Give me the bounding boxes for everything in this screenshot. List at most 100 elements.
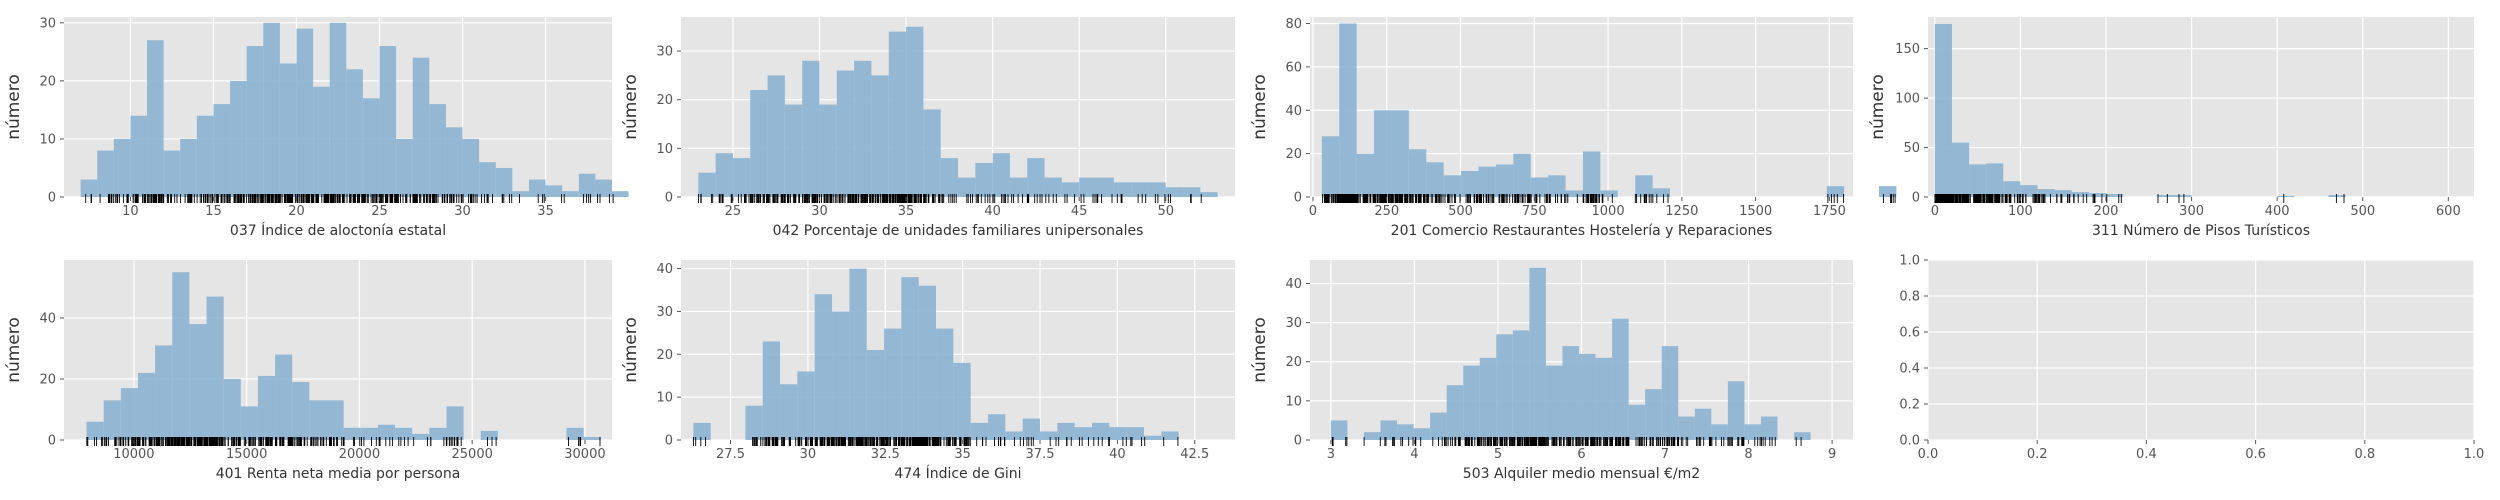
histogram-bar bbox=[2328, 195, 2346, 197]
histogram-bar bbox=[1645, 389, 1662, 440]
histogram-bar bbox=[578, 173, 596, 197]
histogram-bar bbox=[223, 378, 241, 440]
histogram-bar bbox=[230, 80, 247, 197]
histogram-bar bbox=[163, 150, 181, 197]
histogram-bar bbox=[1079, 177, 1097, 197]
y-axis-label: número bbox=[621, 74, 641, 140]
y-tick-label: 150 bbox=[1895, 42, 1920, 57]
rug-path bbox=[1331, 437, 1802, 446]
histogram-bar bbox=[2020, 185, 2038, 197]
histogram-bar bbox=[196, 115, 214, 197]
y-tick-label: 30 bbox=[656, 305, 673, 320]
y-tick-label: 20 bbox=[656, 93, 673, 108]
x-tick-label: 7 bbox=[1661, 447, 1669, 462]
x-tick-label: 200 bbox=[2094, 204, 2119, 219]
x-tick-label: 400 bbox=[2265, 204, 2290, 219]
y-tick-label: 0 bbox=[665, 434, 673, 449]
histogram-bar bbox=[1951, 142, 1970, 197]
x-axis-label: 311 Número de Pisos Turísticos bbox=[2092, 223, 2310, 239]
histogram-bar bbox=[1529, 267, 1546, 440]
histogram-bar bbox=[1495, 164, 1514, 197]
histogram-bar bbox=[2106, 194, 2124, 197]
x-tick-label: 8 bbox=[1744, 447, 1752, 462]
histogram-bar bbox=[137, 372, 156, 440]
y-tick-label: 0 bbox=[48, 191, 56, 206]
histogram-bar bbox=[1652, 188, 1671, 197]
histogram-bar bbox=[1628, 404, 1646, 440]
x-tick-label: 27.5 bbox=[716, 447, 745, 462]
y-axis-label: número bbox=[1250, 74, 1270, 140]
x-axis-label: 474 Índice de Gini bbox=[894, 465, 1021, 482]
histogram-bar bbox=[1578, 353, 1596, 440]
histogram-bar bbox=[1413, 428, 1431, 440]
x-tick-label: 37.5 bbox=[1026, 447, 1055, 462]
histogram-bar bbox=[975, 162, 993, 197]
histogram-bar bbox=[797, 371, 815, 440]
histogram-bar bbox=[866, 350, 885, 440]
x-tick-label: 42.5 bbox=[1180, 447, 1209, 462]
histogram-bar bbox=[412, 57, 430, 198]
histogram-bar bbox=[836, 70, 855, 197]
x-tick-label: 0.4 bbox=[2136, 447, 2157, 462]
histogram-bar bbox=[936, 328, 954, 440]
x-tick-label: 1250 bbox=[1665, 204, 1698, 219]
histogram-bar bbox=[172, 272, 190, 440]
y-tick-label: 0.8 bbox=[1899, 290, 1920, 305]
histogram-bar bbox=[1545, 365, 1563, 440]
histogram-bar bbox=[2037, 189, 2055, 197]
y-tick-label: 0 bbox=[1294, 191, 1302, 206]
histogram-bar bbox=[1530, 177, 1549, 197]
histogram-bar bbox=[263, 22, 280, 197]
histogram-bar bbox=[693, 422, 711, 440]
x-tick-label: 3 bbox=[1327, 447, 1335, 462]
histogram-bar bbox=[360, 427, 378, 440]
subplot-4: 0 100 200 300 400 500 600 0 50 100 150 311 Número d… bbox=[1868, 17, 2474, 239]
histogram-bar bbox=[750, 89, 768, 197]
histogram-bar bbox=[130, 115, 148, 197]
histogram-bar bbox=[1113, 182, 1132, 197]
x-tick-label: 10 bbox=[122, 204, 139, 219]
subplot-7: 3 4 5 6 7 8 9 0 10 20 30 40 503 Alquiler medio mensu… bbox=[1250, 260, 1853, 482]
x-tick-label: 50 bbox=[1157, 204, 1174, 219]
histogram-bar bbox=[279, 63, 297, 197]
histogram-bar bbox=[698, 172, 716, 197]
y-tick-label: 0 bbox=[1912, 191, 1920, 206]
y-axis-label: número bbox=[4, 74, 24, 140]
histogram-bar bbox=[732, 158, 751, 197]
histogram-bar bbox=[445, 127, 463, 197]
y-tick-label: 20 bbox=[1285, 355, 1302, 370]
histogram-bar bbox=[1022, 418, 1041, 440]
histogram-bar bbox=[1061, 182, 1080, 197]
x-tick-label: 30 bbox=[811, 204, 828, 219]
histogram-bar bbox=[2054, 190, 2072, 197]
x-tick-label: 0.0 bbox=[1918, 447, 1939, 462]
histogram-bar bbox=[362, 98, 380, 197]
x-tick-label: 10000 bbox=[113, 447, 154, 462]
histogram-bar bbox=[958, 177, 976, 197]
histogram-bar bbox=[1005, 431, 1023, 440]
y-axis-label: número bbox=[621, 317, 641, 383]
histogram-bar bbox=[429, 427, 447, 440]
histogram-bar bbox=[2071, 192, 2089, 197]
histogram-bar bbox=[326, 400, 344, 440]
x-tick-label: 20000 bbox=[339, 447, 380, 462]
histogram-bar bbox=[446, 406, 464, 440]
x-tick-label: 500 bbox=[1448, 204, 1473, 219]
histogram-bar bbox=[147, 40, 164, 198]
histogram-bar bbox=[595, 179, 612, 197]
y-tick-label: 0.0 bbox=[1899, 434, 1920, 449]
histogram-bar bbox=[953, 362, 971, 440]
histogram-bar bbox=[512, 191, 529, 197]
histogram-bar bbox=[1513, 153, 1531, 197]
x-tick-label: 6 bbox=[1577, 447, 1585, 462]
histogram-bar bbox=[1380, 420, 1398, 440]
x-tick-label: 25 bbox=[371, 204, 388, 219]
rug-marks bbox=[85, 194, 614, 203]
histogram-bar bbox=[1040, 431, 1058, 440]
histogram-bar bbox=[1074, 427, 1093, 440]
histogram-bar bbox=[1339, 23, 1357, 197]
y-tick-label: 10 bbox=[1285, 394, 1302, 409]
histogram-bar bbox=[213, 104, 231, 197]
x-tick-label: 9 bbox=[1828, 447, 1836, 462]
histogram-bar bbox=[1126, 427, 1145, 440]
